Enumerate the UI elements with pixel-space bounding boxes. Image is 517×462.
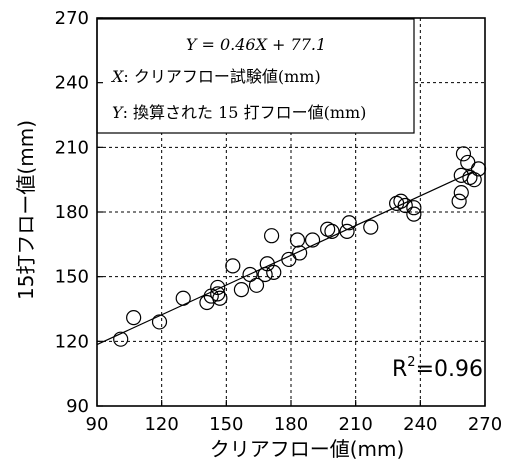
data-point — [257, 266, 273, 283]
x-tick-label: 120 — [144, 414, 178, 435]
data-point — [304, 232, 321, 248]
data-point — [339, 223, 355, 239]
x-tick-label: 240 — [403, 414, 437, 435]
y-tick-label: 150 — [55, 267, 89, 288]
y-tick-label: 180 — [55, 202, 89, 223]
data-point — [266, 264, 282, 280]
data-point — [341, 215, 357, 231]
y-tick-label: 210 — [55, 137, 89, 158]
y-tick-label: 270 — [55, 8, 89, 29]
axis-ticks: 90 120 150 180 210 240 270 90 120 150 180 210 240 270 — [55, 8, 503, 435]
data-point — [126, 310, 142, 326]
data-point — [175, 290, 191, 306]
data-point — [212, 290, 228, 306]
data-points — [113, 146, 487, 347]
data-point — [264, 228, 280, 244]
x-definition: X: クリアフロー試験値(mm) — [110, 67, 321, 86]
regression-line — [96, 170, 475, 346]
data-point — [281, 251, 297, 268]
data-point — [289, 232, 306, 248]
data-point — [324, 223, 340, 239]
y-tick-label: 90 — [66, 396, 89, 417]
y-tick-label: 240 — [55, 73, 89, 94]
data-point — [451, 193, 467, 209]
data-point — [363, 219, 379, 235]
data-point — [210, 279, 226, 296]
y-axis-title: 15打フロー値(mm) — [14, 120, 38, 300]
equation-text: Y = 0.46X + 77.1 — [186, 35, 326, 54]
x-tick-label: 90 — [86, 414, 109, 435]
data-point — [248, 277, 265, 293]
data-point — [292, 245, 308, 261]
data-point — [406, 206, 422, 222]
data-point — [233, 282, 250, 298]
x-tick-label: 150 — [209, 414, 243, 435]
x-axis-title: クリアフロー値(mm) — [210, 437, 405, 461]
data-point — [466, 172, 482, 188]
data-point — [225, 258, 241, 274]
x-tick-label: 210 — [338, 414, 372, 435]
data-point — [397, 197, 413, 214]
y-definition: Y: 換算された 15 打フロー値(mm) — [112, 103, 366, 122]
y-tick-label: 120 — [55, 331, 89, 352]
equation-box — [96, 18, 415, 134]
data-point — [393, 193, 409, 209]
x-tick-label: 180 — [274, 414, 308, 435]
data-point — [406, 200, 422, 216]
data-point — [151, 314, 168, 330]
x-tick-label: 270 — [468, 414, 502, 435]
data-point — [460, 154, 476, 171]
data-point — [455, 146, 472, 162]
data-point — [453, 185, 469, 201]
r-squared-label: R2=0.96 — [392, 355, 483, 382]
data-point — [113, 331, 129, 347]
